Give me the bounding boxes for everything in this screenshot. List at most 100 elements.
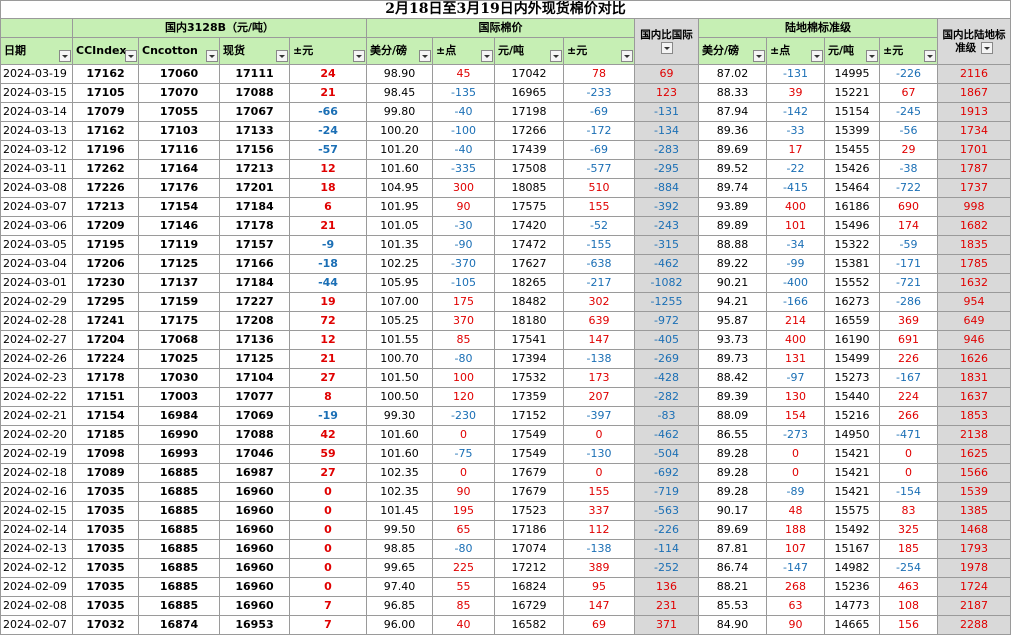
table-cell: 17359 [494, 387, 564, 407]
table-cell: 15421 [824, 444, 880, 464]
table-row: 2024-03-13 17162 17103 17133 -24 100.20 -100 17… [0, 121, 1012, 141]
group-domestic: 国内3128B（元/吨） [72, 18, 367, 38]
table-cell: -56 [879, 121, 938, 141]
table-cell: 174 [879, 216, 938, 236]
table-cell: 2024-02-16 [0, 482, 73, 502]
table-cell: 17262 [72, 159, 139, 179]
table-row: 2024-03-08 17226 17176 17201 18 104.95 300 1808… [0, 178, 1012, 198]
table-cell: 649 [936, 311, 1012, 331]
table-cell: -80 [432, 349, 495, 369]
filter-dropdown-icon[interactable] [59, 50, 71, 62]
table-cell: 16874 [138, 615, 220, 635]
table-cell: 89.28 [698, 444, 767, 464]
table-cell: 946 [936, 330, 1012, 350]
table-cell: 89.22 [698, 254, 767, 274]
table-cell: 24 [289, 64, 367, 84]
table-cell: -69 [563, 140, 635, 160]
table-cell: 17035 [72, 596, 139, 616]
table-cell: 2024-03-07 [0, 197, 73, 217]
table-cell: -89 [766, 482, 825, 502]
table-cell: 98.85 [366, 539, 433, 559]
table-cell: 89.74 [698, 178, 767, 198]
table-cell: 17067 [219, 102, 290, 122]
filter-dropdown-icon[interactable] [621, 50, 633, 62]
table-cell: -69 [563, 102, 635, 122]
table-cell: -172 [563, 121, 635, 141]
table-cell: -166 [766, 292, 825, 312]
table-cell: 15221 [824, 83, 880, 103]
table-cell: 17208 [219, 311, 290, 331]
table-cell: 463 [879, 577, 938, 597]
table-cell: 101.35 [366, 235, 433, 255]
table-cell: -155 [563, 235, 635, 255]
table-cell: 2024-02-18 [0, 463, 73, 483]
filter-dropdown-icon[interactable] [353, 50, 365, 62]
table-cell: 99.65 [366, 558, 433, 578]
filter-dropdown-icon[interactable] [206, 50, 218, 62]
table-cell: 2024-03-13 [0, 121, 73, 141]
column-header: ±元 [879, 37, 938, 65]
table-cell: 108 [879, 596, 938, 616]
table-cell: 16885 [138, 520, 220, 540]
filter-dropdown-icon[interactable] [980, 41, 993, 54]
table-cell: 17088 [219, 425, 290, 445]
table-cell: 17178 [72, 368, 139, 388]
table-cell: 101.60 [366, 444, 433, 464]
filter-dropdown-icon[interactable] [481, 50, 493, 62]
table-cell: 17185 [72, 425, 139, 445]
filter-dropdown-icon[interactable] [276, 50, 288, 62]
table-cell: 17035 [72, 558, 139, 578]
table-cell: 16960 [219, 539, 290, 559]
filter-dropdown-icon[interactable] [661, 41, 673, 54]
table-cell: 0 [289, 501, 367, 521]
table-cell: 16984 [138, 406, 220, 426]
table-cell: 17125 [138, 254, 220, 274]
filter-dropdown-icon[interactable] [811, 50, 823, 62]
filter-dropdown-icon[interactable] [753, 50, 765, 62]
table-cell: 225 [432, 558, 495, 578]
column-header-label: ±点 [436, 44, 457, 57]
filter-dropdown-icon[interactable] [125, 50, 137, 62]
filter-dropdown-icon[interactable] [924, 50, 936, 62]
table-cell: 123 [634, 83, 699, 103]
table-cell: 17079 [72, 102, 139, 122]
filter-dropdown-icon[interactable] [866, 50, 878, 62]
table-cell: 100.20 [366, 121, 433, 141]
table-cell: 17025 [138, 349, 220, 369]
table-cell: -66 [289, 102, 367, 122]
table-cell: 17176 [138, 178, 220, 198]
table-cell: -24 [289, 121, 367, 141]
table-cell: 85 [432, 330, 495, 350]
table-cell: 17151 [72, 387, 139, 407]
table-cell: 17 [766, 140, 825, 160]
table-cell: -563 [634, 501, 699, 521]
table-cell: 2024-02-27 [0, 330, 73, 350]
table-cell: 17035 [72, 520, 139, 540]
table-cell: -504 [634, 444, 699, 464]
table-cell: -22 [766, 159, 825, 179]
table-cell: 16993 [138, 444, 220, 464]
table-cell: -245 [879, 102, 938, 122]
table-cell: 90 [432, 197, 495, 217]
table-cell: 98.90 [366, 64, 433, 84]
table-cell: 17549 [494, 425, 564, 445]
table-cell: 370 [432, 311, 495, 331]
table-row: 2024-02-20 17185 16990 17088 42 101.60 0 17549 0… [0, 425, 1012, 445]
table-cell: 90.17 [698, 501, 767, 521]
filter-dropdown-icon[interactable] [419, 50, 431, 62]
filter-dropdown-icon[interactable] [550, 50, 562, 62]
table-cell: 102.35 [366, 482, 433, 502]
table-cell: 19 [289, 292, 367, 312]
table-cell: -19 [289, 406, 367, 426]
table-cell: 2116 [936, 64, 1012, 84]
column-header-label: CCIndex [76, 44, 127, 57]
table-cell: 2024-02-19 [0, 444, 73, 464]
table-body: 2024-03-19 17162 17060 17111 24 98.90 45 17042 7… [0, 64, 1012, 635]
table-cell: -57 [289, 140, 367, 160]
table-cell: -252 [634, 558, 699, 578]
table-cell: 0 [432, 463, 495, 483]
table-cell: -269 [634, 349, 699, 369]
table-cell: 1637 [936, 387, 1012, 407]
table-cell: 98.45 [366, 83, 433, 103]
